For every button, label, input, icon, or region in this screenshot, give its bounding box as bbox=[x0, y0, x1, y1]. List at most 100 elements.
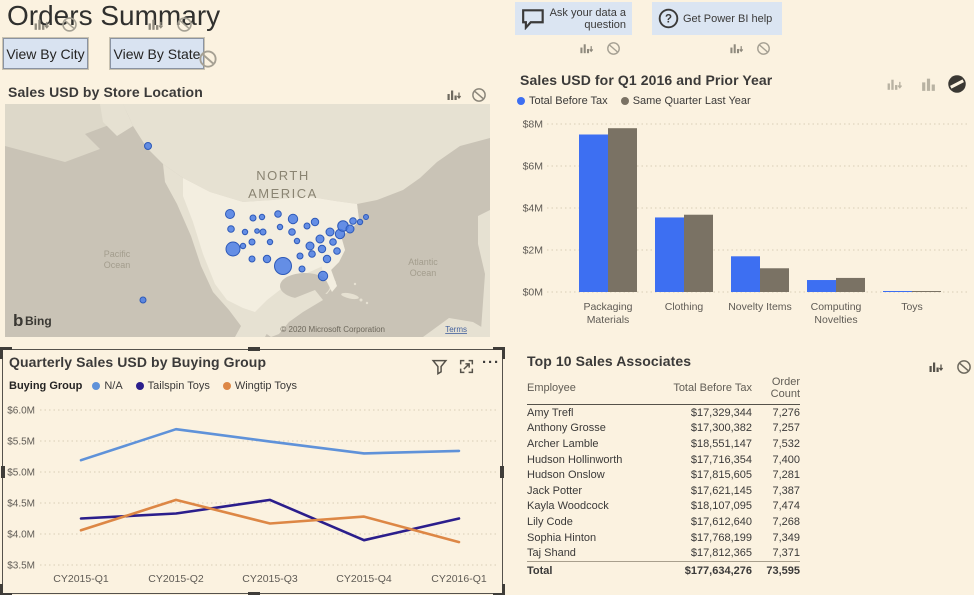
bar-same-quarter-last-year[interactable] bbox=[912, 291, 941, 292]
bar-total-before-tax[interactable] bbox=[807, 280, 836, 292]
get-help-button[interactable]: Get Power BI help bbox=[652, 2, 782, 35]
view-by-city-button[interactable]: View By City bbox=[3, 38, 88, 69]
map-bubble[interactable] bbox=[266, 238, 274, 246]
map-bubble[interactable] bbox=[274, 257, 292, 275]
see-data-icon[interactable] bbox=[147, 16, 164, 33]
map-bubble[interactable] bbox=[225, 209, 235, 219]
ask-question-button[interactable]: Ask your data a question bbox=[515, 2, 632, 35]
filter-icon[interactable] bbox=[431, 358, 448, 375]
resize-handle-top[interactable] bbox=[248, 347, 260, 351]
map-bubble[interactable] bbox=[139, 296, 147, 304]
bar-total-before-tax[interactable] bbox=[655, 217, 684, 292]
no-interaction-icon[interactable] bbox=[756, 41, 771, 56]
map-bubble[interactable] bbox=[249, 214, 257, 222]
map-bubble[interactable] bbox=[325, 227, 335, 237]
see-data-icon[interactable] bbox=[446, 87, 462, 103]
see-data-icon[interactable] bbox=[886, 76, 903, 93]
table-total-row[interactable]: Total $177,634,276 73,595 bbox=[527, 560, 800, 579]
map-bubble[interactable] bbox=[287, 213, 299, 225]
map-bubble[interactable] bbox=[276, 223, 284, 231]
bar-same-quarter-last-year[interactable] bbox=[760, 268, 789, 292]
resize-handle-right[interactable] bbox=[500, 466, 504, 478]
store-location-map[interactable]: NORTH AMERICA Pacific Ocean Atlantic Oce… bbox=[5, 104, 490, 337]
more-options-icon[interactable]: ··· bbox=[482, 354, 500, 371]
map-bubble[interactable] bbox=[303, 222, 311, 230]
table-row[interactable]: Kayla Woodcock $18,107,095 7,474 bbox=[527, 499, 800, 515]
map-bubble[interactable] bbox=[317, 244, 327, 254]
line-series-wingtip-toys[interactable] bbox=[79, 498, 461, 544]
bar-total-before-tax[interactable] bbox=[579, 134, 608, 293]
map-bubble[interactable] bbox=[288, 228, 296, 236]
no-interaction-icon[interactable] bbox=[61, 16, 78, 33]
col-employee[interactable]: Employee bbox=[527, 374, 664, 405]
see-data-icon[interactable] bbox=[729, 41, 744, 56]
no-interaction-icon[interactable] bbox=[606, 41, 621, 56]
col-total-before-tax[interactable]: Total Before Tax bbox=[664, 374, 752, 405]
terms-link[interactable]: Terms bbox=[445, 325, 467, 334]
table-row[interactable]: Sophia Hinton $17,768,199 7,349 bbox=[527, 530, 800, 546]
bar-chart-icon[interactable] bbox=[920, 76, 937, 93]
table-row[interactable]: Taj Shand $17,812,365 7,371 bbox=[527, 545, 800, 561]
map-bubble[interactable] bbox=[305, 241, 315, 251]
map-bubble[interactable] bbox=[356, 218, 364, 226]
no-interaction-icon[interactable] bbox=[198, 49, 218, 69]
map-bubble[interactable] bbox=[262, 254, 272, 264]
map-bubble[interactable] bbox=[227, 225, 235, 233]
map-bubble[interactable] bbox=[225, 241, 241, 257]
map-bubble[interactable] bbox=[144, 142, 152, 150]
legend-item[interactable]: Total Before Tax bbox=[517, 95, 608, 107]
table-row[interactable]: Lily Code $17,612,640 7,268 bbox=[527, 514, 800, 530]
table-row[interactable]: Archer Lamble $18,551,147 7,532 bbox=[527, 436, 800, 452]
see-data-icon[interactable] bbox=[579, 41, 594, 56]
map-bubble[interactable] bbox=[254, 228, 260, 234]
map-bubble[interactable] bbox=[315, 234, 325, 244]
legend-item[interactable]: N/A bbox=[92, 380, 123, 392]
table-row[interactable]: Anthony Grosse $17,300,382 7,257 bbox=[527, 421, 800, 437]
no-interaction-filled-icon[interactable] bbox=[947, 74, 967, 94]
bar-same-quarter-last-year[interactable] bbox=[836, 277, 865, 292]
map-bubble[interactable] bbox=[363, 214, 369, 220]
focus-mode-icon[interactable] bbox=[458, 358, 475, 375]
legend-item[interactable]: Same Quarter Last Year bbox=[620, 95, 751, 107]
map-bubble[interactable] bbox=[298, 265, 306, 273]
see-data-icon[interactable] bbox=[928, 359, 944, 375]
table-row[interactable]: Hudson Hollinworth $17,716,354 7,400 bbox=[527, 452, 800, 468]
bar-total-before-tax[interactable] bbox=[731, 256, 760, 292]
table-row[interactable]: Jack Potter $17,621,145 7,387 bbox=[527, 483, 800, 499]
line-series-tailspin-toys[interactable] bbox=[79, 498, 461, 542]
no-interaction-icon[interactable] bbox=[956, 359, 972, 375]
map-bubble[interactable] bbox=[248, 238, 256, 246]
legend-item[interactable]: Wingtip Toys bbox=[222, 380, 297, 392]
map-bubble[interactable] bbox=[293, 237, 301, 245]
map-bubble[interactable] bbox=[296, 252, 304, 260]
map-bubble[interactable] bbox=[239, 242, 247, 250]
map-bubble[interactable] bbox=[345, 224, 355, 234]
map-bubble[interactable] bbox=[349, 217, 357, 225]
map-bubble[interactable] bbox=[308, 250, 316, 258]
map-bubble[interactable] bbox=[317, 270, 329, 282]
line-chart-visual-container[interactable]: Quarterly Sales USD by Buying Group ··· … bbox=[0, 347, 505, 595]
map-bubble[interactable] bbox=[322, 254, 332, 264]
map-bubble[interactable] bbox=[329, 238, 337, 246]
table-row[interactable]: Hudson Onslow $17,815,605 7,281 bbox=[527, 467, 800, 483]
map-bubble[interactable] bbox=[258, 213, 266, 221]
map-bubble[interactable] bbox=[310, 217, 320, 227]
map-bubble[interactable] bbox=[248, 255, 256, 263]
bar-same-quarter-last-year[interactable] bbox=[684, 214, 713, 292]
map-bubble[interactable] bbox=[241, 228, 249, 236]
resize-handle-bottom[interactable] bbox=[248, 592, 260, 595]
bar-total-before-tax[interactable] bbox=[883, 291, 912, 292]
map-bubble[interactable] bbox=[333, 247, 341, 255]
no-interaction-icon[interactable] bbox=[471, 87, 487, 103]
col-order-count[interactable]: Order Count bbox=[752, 374, 800, 405]
view-by-state-button[interactable]: View By State bbox=[110, 38, 204, 69]
map-bubble[interactable] bbox=[259, 228, 267, 236]
resize-handle-left[interactable] bbox=[1, 466, 5, 478]
map-bubble[interactable] bbox=[274, 210, 282, 218]
bar-same-quarter-last-year[interactable] bbox=[608, 128, 637, 292]
line-series-n-a[interactable] bbox=[79, 427, 461, 462]
legend-item[interactable]: Tailspin Toys bbox=[135, 380, 210, 392]
no-interaction-icon[interactable] bbox=[176, 16, 193, 33]
see-data-icon[interactable] bbox=[33, 16, 50, 33]
table-row[interactable]: Amy Trefl $17,329,344 7,276 bbox=[527, 405, 800, 421]
